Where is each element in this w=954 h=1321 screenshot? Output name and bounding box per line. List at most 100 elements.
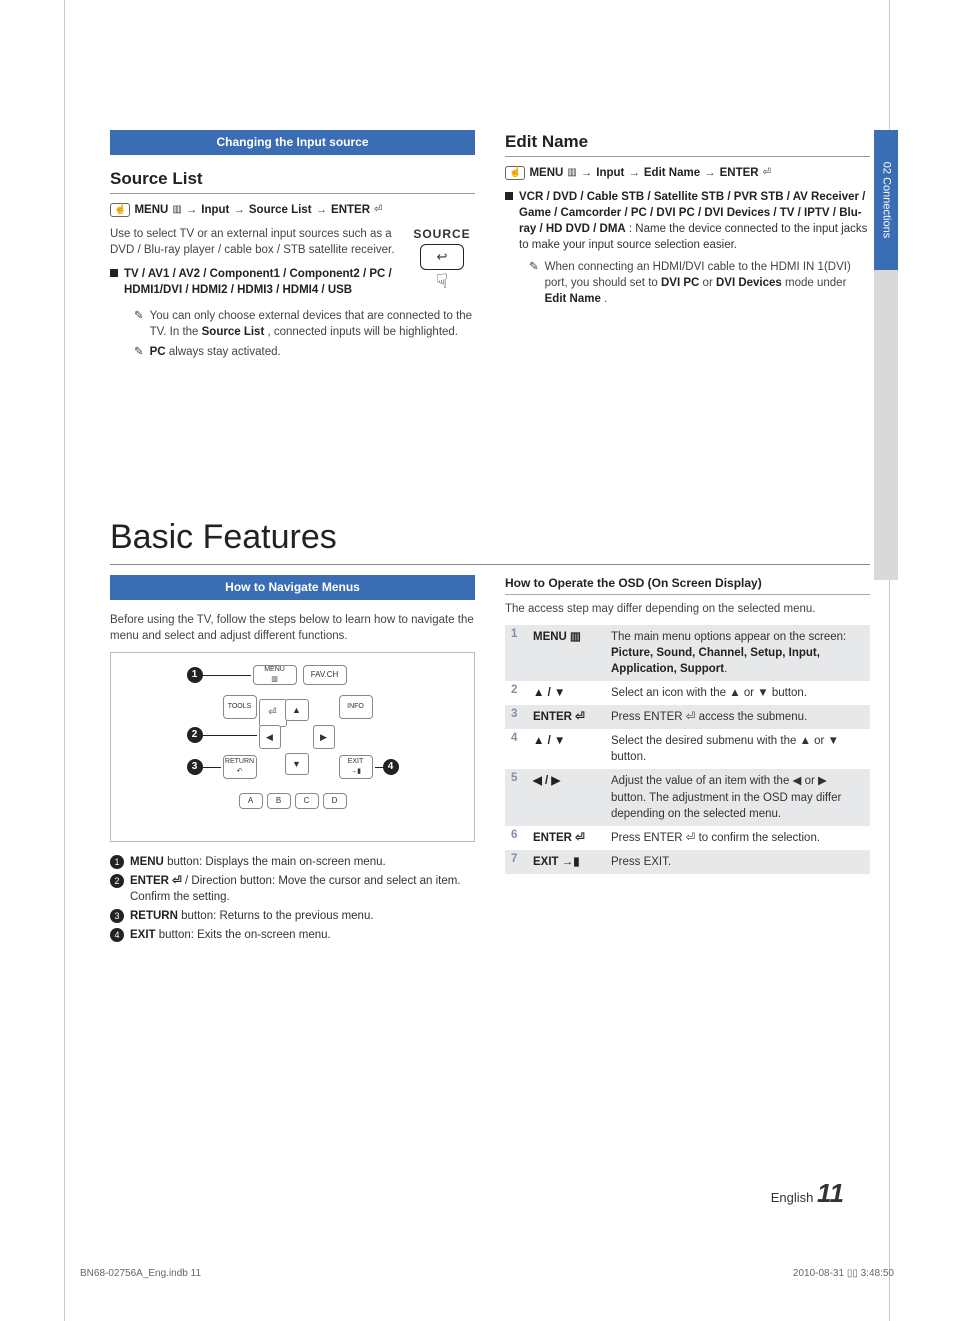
enter-icon: ⏎ — [374, 203, 382, 217]
title-basic-features: Basic Features — [110, 514, 870, 565]
note-edit-name: ✎ When connecting an HDMI/DVI cable to t… — [529, 259, 870, 307]
header-navigate-menus: How to Navigate Menus — [110, 575, 475, 600]
source-button-graphic: SOURCE ☟ — [409, 226, 475, 297]
page-content: Changing the Input source Source List ☝ … — [110, 130, 870, 946]
subheading-edit-name: Edit Name — [505, 130, 870, 157]
menu-icon: ▥ — [567, 166, 576, 180]
dpad-down-icon: ▼ — [285, 753, 309, 775]
dpad-enter-icon: ⏎ — [259, 699, 287, 727]
remote-legend: 1 MENU button: Displays the main on-scre… — [110, 854, 475, 943]
osd-row-7: 7 EXIT →▮ Press EXIT. — [505, 850, 870, 874]
basic-col-left: How to Navigate Menus Before using the T… — [110, 575, 475, 946]
source-rect-icon — [420, 244, 464, 270]
remote-tools-button: TOOLS — [223, 695, 257, 719]
legend-num-icon: 1 — [110, 855, 124, 869]
nav-path-edit-name: ☝ MENU ▥ → Input → Edit Name → ENTER ⏎ — [505, 165, 870, 181]
legend-row-1: 1 MENU button: Displays the main on-scre… — [110, 854, 475, 870]
footer-left: BN68-02756A_Eng.indb 11 — [80, 1267, 201, 1281]
menu-label: MENU — [134, 202, 168, 218]
osd-row-5: 5 ◀ / ▶ Adjust the value of an item with… — [505, 769, 870, 825]
arrow-sep: → — [186, 202, 198, 218]
legend-num-icon: 3 — [110, 909, 124, 923]
arrow-sep: → — [581, 165, 593, 181]
footer-right: 2010-08-31 ▯▯ 3:48:50 — [793, 1267, 894, 1281]
arrow-sep: → — [628, 165, 640, 181]
nav-path-source-list: ☝ MENU ▥ → Input → Source List → ENTER ⏎ — [110, 202, 475, 218]
legend-num-icon: 4 — [110, 928, 124, 942]
note-text: When connecting an HDMI/DVI cable to the… — [545, 259, 870, 307]
legend-row-3: 3 RETURN button: Returns to the previous… — [110, 908, 475, 924]
osd-row-6: 6 ENTER ⏎ Press ENTER ⏎ to confirm the s… — [505, 826, 870, 850]
note-icon: ✎ — [134, 308, 144, 340]
enter-label: ENTER — [720, 165, 759, 181]
arrow-sep: → — [704, 165, 716, 181]
note-icon: ✎ — [134, 344, 144, 360]
remote-return-button: RETURN↶ — [223, 755, 257, 779]
footer: BN68-02756A_Eng.indb 11 2010-08-31 ▯▯ 3:… — [80, 1267, 894, 1281]
top-columns: Changing the Input source Source List ☝ … — [110, 130, 870, 364]
remote-menu-button: MENU▥ — [253, 665, 297, 685]
side-tab: 02 Connections — [874, 130, 898, 580]
hand-icon: ☝ — [505, 166, 525, 180]
arrow-sep: → — [233, 202, 245, 218]
source-list-items: TV / AV1 / AV2 / Component1 / Component2… — [124, 266, 401, 298]
callout-4: 4 — [383, 759, 399, 775]
page-lang: English — [771, 1190, 814, 1205]
edit-name-bullet: VCR / DVD / Cable STB / Satellite STB / … — [505, 189, 870, 253]
remote-exit-button: EXIT→▮ — [339, 755, 373, 779]
arrow-sep: → — [316, 202, 328, 218]
hand-icon: ☝ — [110, 203, 130, 217]
page-num-big: 11 — [817, 1178, 844, 1208]
remote-b-button: B — [267, 793, 291, 809]
remote-favch-button: FAV.CH — [303, 665, 347, 685]
menu-label: MENU — [529, 165, 563, 181]
osd-row-4: 4 ▲ / ▼ Select the desired submenu with … — [505, 729, 870, 769]
remote-c-button: C — [295, 793, 319, 809]
legend-row-4: 4 EXIT button: Exits the on-screen menu. — [110, 927, 475, 943]
dpad-left-icon: ◀ — [259, 725, 281, 749]
osd-row-3: 3 ENTER ⏎ Press ENTER ⏎ access the subme… — [505, 705, 870, 729]
note-text: PC always stay activated. — [150, 344, 281, 360]
menu-icon: ▥ — [172, 203, 181, 217]
remote-info-button: INFO — [339, 695, 373, 719]
nav-input: Input — [201, 202, 229, 218]
note-text: You can only choose external devices tha… — [150, 308, 475, 340]
legend-num-icon: 2 — [110, 874, 124, 888]
page-number: English 11 — [771, 1175, 844, 1211]
bullet-square-icon — [505, 192, 513, 200]
basic-col-right: How to Operate the OSD (On Screen Displa… — [505, 575, 870, 946]
callout-1: 1 — [187, 667, 203, 683]
nav-editname: Edit Name — [644, 165, 700, 181]
basic-columns: How to Navigate Menus Before using the T… — [110, 575, 870, 946]
nav-sourcelist: Source List — [249, 202, 312, 218]
osd-row-2: 2 ▲ / ▼ Select an icon with the ▲ or ▼ b… — [505, 681, 870, 705]
osd-row-1: 1 MENU ▥ The main menu options appear on… — [505, 625, 870, 681]
header-changing-input: Changing the Input source — [110, 130, 475, 155]
enter-icon: ⏎ — [763, 166, 771, 180]
pointer-hand-icon: ☟ — [409, 268, 475, 296]
remote-diagram: MENU▥ FAV.CH TOOLS INFO RETURN↶ EXIT→▮ ▲… — [110, 652, 475, 842]
dpad-up-icon: ▲ — [285, 699, 309, 721]
crop-rule-left — [64, 0, 65, 1321]
remote-dpad: ▲ ▼ ◀ ▶ ⏎ — [259, 699, 335, 775]
note-icon: ✎ — [529, 259, 539, 307]
bullet-square-icon — [110, 269, 118, 277]
dpad-right-icon: ▶ — [313, 725, 335, 749]
edit-name-text: VCR / DVD / Cable STB / Satellite STB / … — [519, 189, 870, 253]
subheading-source-list: Source List — [110, 167, 475, 194]
note-source-2: ✎ PC always stay activated. — [134, 344, 475, 360]
side-tab-label: 02 Connections — [878, 162, 893, 238]
source-label: SOURCE — [409, 226, 475, 243]
callout-3: 3 — [187, 759, 203, 775]
callout-2: 2 — [187, 727, 203, 743]
osd-intro: The access step may differ depending on … — [505, 601, 870, 617]
legend-row-2: 2 ENTER ⏎ / Direction button: Move the c… — [110, 873, 475, 905]
source-list-bullet: TV / AV1 / AV2 / Component1 / Component2… — [110, 266, 401, 298]
osd-table: 1 MENU ▥ The main menu options appear on… — [505, 625, 870, 874]
navigate-intro: Before using the TV, follow the steps be… — [110, 612, 475, 644]
col-left: Changing the Input source Source List ☝ … — [110, 130, 475, 364]
subheading-osd: How to Operate the OSD (On Screen Displa… — [505, 575, 870, 595]
col-right: Edit Name ☝ MENU ▥ → Input → Edit Name →… — [505, 130, 870, 364]
remote-d-button: D — [323, 793, 347, 809]
nav-input: Input — [596, 165, 624, 181]
